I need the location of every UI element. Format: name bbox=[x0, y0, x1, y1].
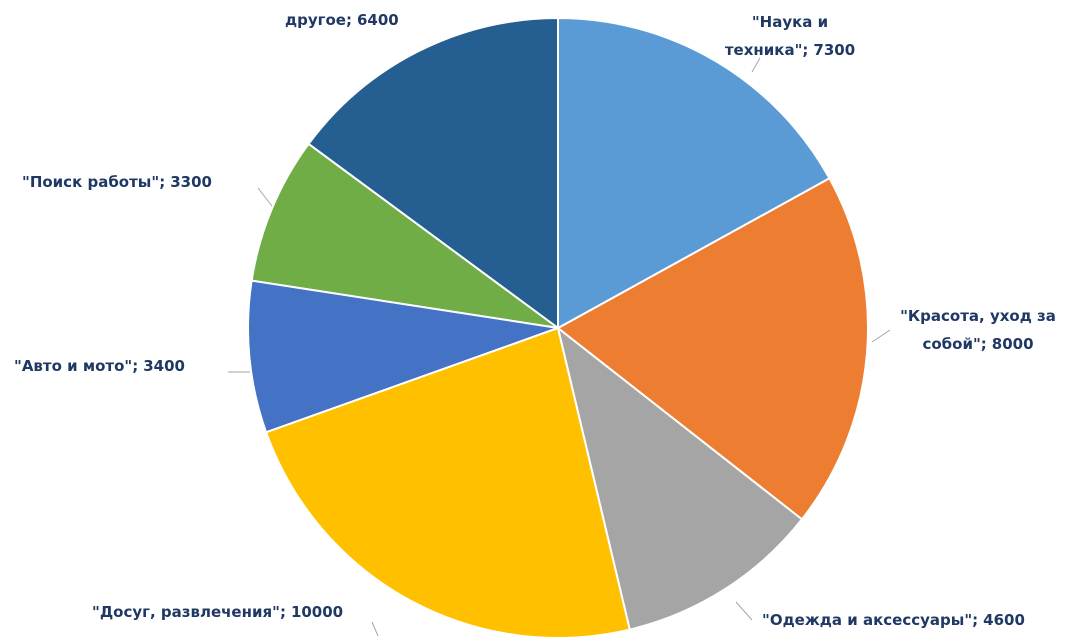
pie-slice bbox=[557, 16, 831, 330]
pie-slice bbox=[307, 16, 559, 330]
data-label: "Авто и мото"; 3400 bbox=[14, 352, 185, 380]
leader-line bbox=[751, 57, 761, 73]
leader-line bbox=[871, 329, 891, 343]
leader-line bbox=[257, 187, 273, 207]
data-label: "Одежда и аксессуары"; 4600 bbox=[762, 606, 1025, 634]
value: 4600 bbox=[983, 611, 1025, 629]
pie-slice bbox=[250, 142, 559, 329]
separator: ; bbox=[159, 173, 166, 191]
category-name: другое bbox=[285, 11, 346, 29]
pie-slice bbox=[247, 279, 559, 434]
pie-slice bbox=[556, 176, 869, 521]
category-name: "Поиск работы" bbox=[22, 173, 160, 191]
category-name: "Наука и техника" bbox=[724, 13, 829, 59]
separator: ; bbox=[132, 357, 139, 375]
category-name: "Досуг, развлечения" bbox=[92, 603, 280, 621]
value: 3400 bbox=[143, 357, 185, 375]
pie-slice bbox=[556, 325, 804, 631]
data-label: "Досуг, развлечения"; 10000 bbox=[92, 598, 343, 626]
data-label: "Красота, уход за собой"; 8000 bbox=[888, 302, 1068, 358]
separator: ; bbox=[972, 611, 979, 629]
pie-slice bbox=[264, 326, 632, 639]
value: 6400 bbox=[356, 11, 399, 29]
data-label: "Наука и техника"; 7300 bbox=[690, 8, 890, 64]
value: 10000 bbox=[290, 603, 344, 621]
value: 3300 bbox=[170, 173, 212, 191]
separator: ; bbox=[802, 41, 809, 59]
category-name: "Красота, уход за собой" bbox=[900, 307, 1056, 353]
data-label: "Поиск работы"; 3300 bbox=[22, 168, 212, 196]
category-name: "Одежда и аксессуары" bbox=[762, 611, 973, 629]
leader-line bbox=[735, 601, 753, 621]
separator: ; bbox=[279, 603, 286, 621]
value: 7300 bbox=[813, 41, 856, 59]
separator: ; bbox=[345, 11, 352, 29]
separator: ; bbox=[980, 335, 987, 353]
leader-line bbox=[371, 621, 379, 637]
data-label: другое; 6400 bbox=[285, 6, 399, 34]
value: 8000 bbox=[991, 335, 1034, 353]
category-name: "Авто и мото" bbox=[14, 357, 133, 375]
